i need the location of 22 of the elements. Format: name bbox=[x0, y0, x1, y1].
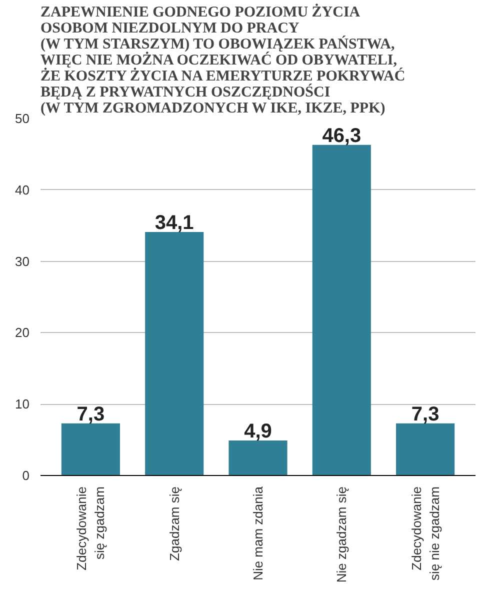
bar bbox=[312, 144, 371, 476]
x-tick-label: Zdecydowanie się zgadzam bbox=[74, 486, 108, 570]
data-label: 7,3 bbox=[76, 403, 105, 426]
x-tick-label: Nie zgadzam się bbox=[334, 486, 350, 583]
y-tick-label: 10 bbox=[15, 396, 30, 412]
bar bbox=[61, 423, 120, 476]
data-label: 46,3 bbox=[322, 124, 362, 147]
y-tick-label: 20 bbox=[15, 325, 30, 340]
x-tick-label: Nie mam zdania bbox=[250, 486, 266, 580]
bar bbox=[145, 232, 204, 476]
x-tick-label: Zgadzam się bbox=[166, 486, 182, 561]
y-tick-label: 0 bbox=[22, 468, 30, 483]
data-label: 4,9 bbox=[244, 420, 272, 443]
y-tick-label: 40 bbox=[15, 182, 30, 198]
bar bbox=[396, 423, 455, 476]
data-label: 7,3 bbox=[411, 403, 440, 426]
y-tick-label: 50 bbox=[15, 111, 30, 126]
x-tick-label: Zdecydowanie się nie zgadzam bbox=[408, 486, 442, 580]
y-tick-label: 30 bbox=[15, 254, 30, 269]
data-label: 34,1 bbox=[154, 212, 194, 234]
chart-title: ZAPEWNIENIE GODNEGO POZIOMU ŻYCIA OSOBOM NIEZDOLNYM DO PRACY (W TYM STARSZYM) TO OBOWIĄZEK PAŃSTWA, WIĘC NIE MOŻNA OCZEKIWAĆ OD OBYWATELI, ŻE KOSZTY ŻYCIA NA EMERYTURZE POKRYWAĆ BĘDĄ Z PRYWATNYCH OSZCZĘDNOŚCI (W TYM ZGROMADZONYCH W IKE, IKZE, PPK) bbox=[40, 4, 406, 116]
bar bbox=[228, 440, 288, 476]
